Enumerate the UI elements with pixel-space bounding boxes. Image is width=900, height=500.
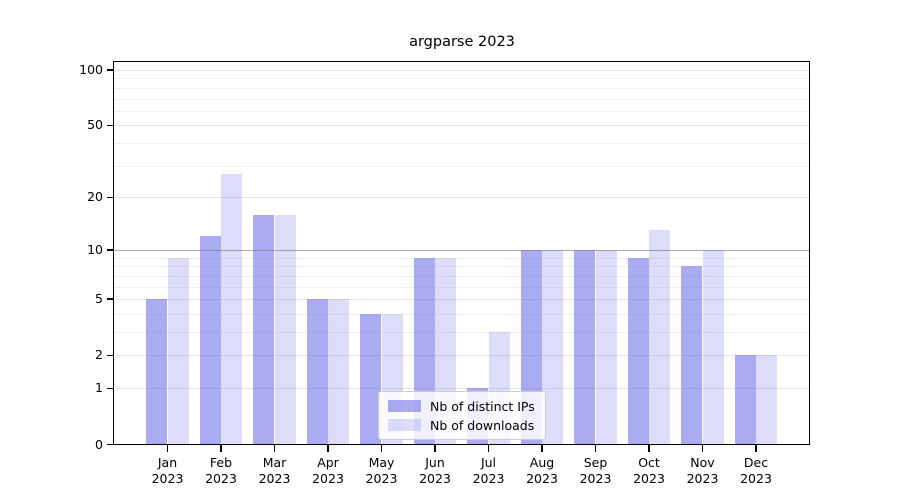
- bar-distinct-ips-oct: [627, 257, 649, 445]
- y-tick-mark: [107, 443, 114, 446]
- minor-gridline: [114, 87, 810, 89]
- x-tick-label: Aug 2023: [512, 455, 572, 487]
- legend-entry-downloads: Nb of downloads: [388, 417, 535, 433]
- legend-entry-distinct-ips: Nb of distinct IPs: [388, 398, 535, 414]
- x-tick-label-year: 2023: [740, 470, 772, 486]
- chart-title: argparse 2023: [409, 34, 515, 50]
- x-tick-label-year: 2023: [633, 470, 665, 486]
- x-tick-label: Jan 2023: [138, 455, 198, 487]
- x-tick-mark: [701, 445, 704, 453]
- x-tick-mark: [273, 445, 276, 453]
- bar-distinct-ips-nov: [681, 266, 703, 445]
- x-tick-label-year: 2023: [472, 470, 505, 486]
- legend-label-distinct-ips: Nb of distinct IPs: [430, 398, 535, 414]
- bar-distinct-ips-apr: [306, 299, 328, 445]
- x-tick-label-year: 2023: [258, 470, 291, 486]
- x-tick-label-year: 2023: [526, 470, 558, 486]
- y-tick-mark: [107, 298, 114, 300]
- legend: Nb of distinct IPs Nb of downloads: [378, 391, 546, 440]
- major-gridline: [114, 70, 810, 71]
- x-tick-mark: [166, 445, 169, 453]
- bar-downloads-oct: [649, 230, 671, 445]
- x-tick-label-year: 2023: [205, 470, 237, 486]
- emphasis-gridline-10: [114, 249, 810, 252]
- y-tick-mark: [107, 354, 114, 356]
- y-tick-label: 1: [95, 380, 103, 396]
- x-tick-label-year: 2023: [151, 470, 184, 486]
- x-tick-label: Apr 2023: [298, 455, 358, 487]
- y-tick-mark: [107, 387, 114, 389]
- minor-gridline: [114, 98, 810, 100]
- y-tick-label: 0: [95, 436, 103, 452]
- x-tick-label-year: 2023: [312, 470, 344, 486]
- y-tick-label: 100: [79, 62, 103, 77]
- x-tick-label-year: 2023: [579, 470, 612, 486]
- bar-downloads-jan: [167, 257, 189, 445]
- minor-gridline: [114, 266, 810, 268]
- x-tick-mark: [380, 445, 383, 453]
- major-gridline: [114, 299, 810, 301]
- bar-downloads-sep: [595, 249, 617, 445]
- minor-gridline: [114, 332, 810, 333]
- x-tick-label-year: 2023: [419, 470, 451, 486]
- x-tick-label: Sep 2023: [566, 455, 626, 487]
- x-tick-label: Jun 2023: [405, 455, 465, 487]
- minor-gridline: [114, 165, 810, 167]
- bar-distinct-ips-dec: [734, 355, 756, 445]
- x-tick-mark: [648, 445, 650, 453]
- y-tick-mark: [107, 249, 114, 251]
- x-tick-label-year: 2023: [686, 470, 719, 486]
- y-tick-mark: [107, 124, 114, 127]
- y-tick-mark: [107, 196, 114, 199]
- y-tick-label: 50: [87, 117, 103, 133]
- x-tick-mark: [541, 445, 543, 453]
- x-tick-mark: [434, 445, 436, 453]
- minor-gridline: [114, 257, 810, 259]
- bar-downloads-apr: [328, 299, 350, 445]
- x-tick-mark: [327, 445, 329, 453]
- y-tick-label: 20: [87, 189, 103, 205]
- y-tick-label: 5: [95, 291, 103, 307]
- major-gridline: [114, 388, 810, 390]
- bar-downloads-mar: [274, 214, 296, 445]
- minor-gridline: [114, 143, 810, 145]
- major-gridline: [114, 197, 810, 199]
- x-tick-mark: [487, 445, 490, 453]
- minor-gridline: [114, 313, 810, 315]
- bar-distinct-ips-sep: [574, 249, 596, 445]
- minor-gridline: [114, 110, 810, 112]
- bar-distinct-ips-jan: [146, 299, 168, 445]
- major-gridline: [114, 125, 810, 127]
- bar-downloads-feb: [221, 174, 243, 445]
- x-tick-label: Mar 2023: [245, 455, 305, 487]
- x-tick-mark: [594, 445, 597, 453]
- minor-gridline: [114, 78, 810, 80]
- y-tick-mark: [107, 69, 114, 71]
- x-tick-label: May 2023: [352, 455, 412, 487]
- x-tick-label-year: 2023: [365, 470, 398, 486]
- bar-distinct-ips-may: [360, 313, 382, 445]
- y-tick-label: 10: [87, 241, 103, 257]
- x-tick-label: Nov 2023: [673, 455, 733, 487]
- major-gridline: [114, 355, 810, 357]
- x-tick-label: Dec 2023: [726, 455, 786, 487]
- x-tick-label: Oct 2023: [619, 455, 679, 487]
- legend-swatch-distinct-ips: [388, 400, 421, 412]
- bar-downloads-nov: [702, 249, 724, 445]
- x-tick-label: Jul 2023: [459, 455, 519, 487]
- minor-gridline: [114, 275, 810, 277]
- x-tick-mark: [220, 445, 222, 453]
- minor-gridline: [114, 286, 810, 288]
- x-tick-label: Feb 2023: [191, 455, 251, 487]
- plot-area: [114, 62, 810, 445]
- bar-downloads-dec: [756, 355, 778, 445]
- legend-swatch-downloads: [388, 419, 421, 431]
- legend-label-downloads: Nb of downloads: [430, 417, 535, 433]
- y-tick-label: 2: [95, 347, 103, 363]
- bar-distinct-ips-feb: [199, 236, 221, 445]
- x-tick-mark: [755, 445, 757, 453]
- bar-downloads-aug: [542, 249, 564, 445]
- bar-distinct-ips-mar: [253, 214, 275, 445]
